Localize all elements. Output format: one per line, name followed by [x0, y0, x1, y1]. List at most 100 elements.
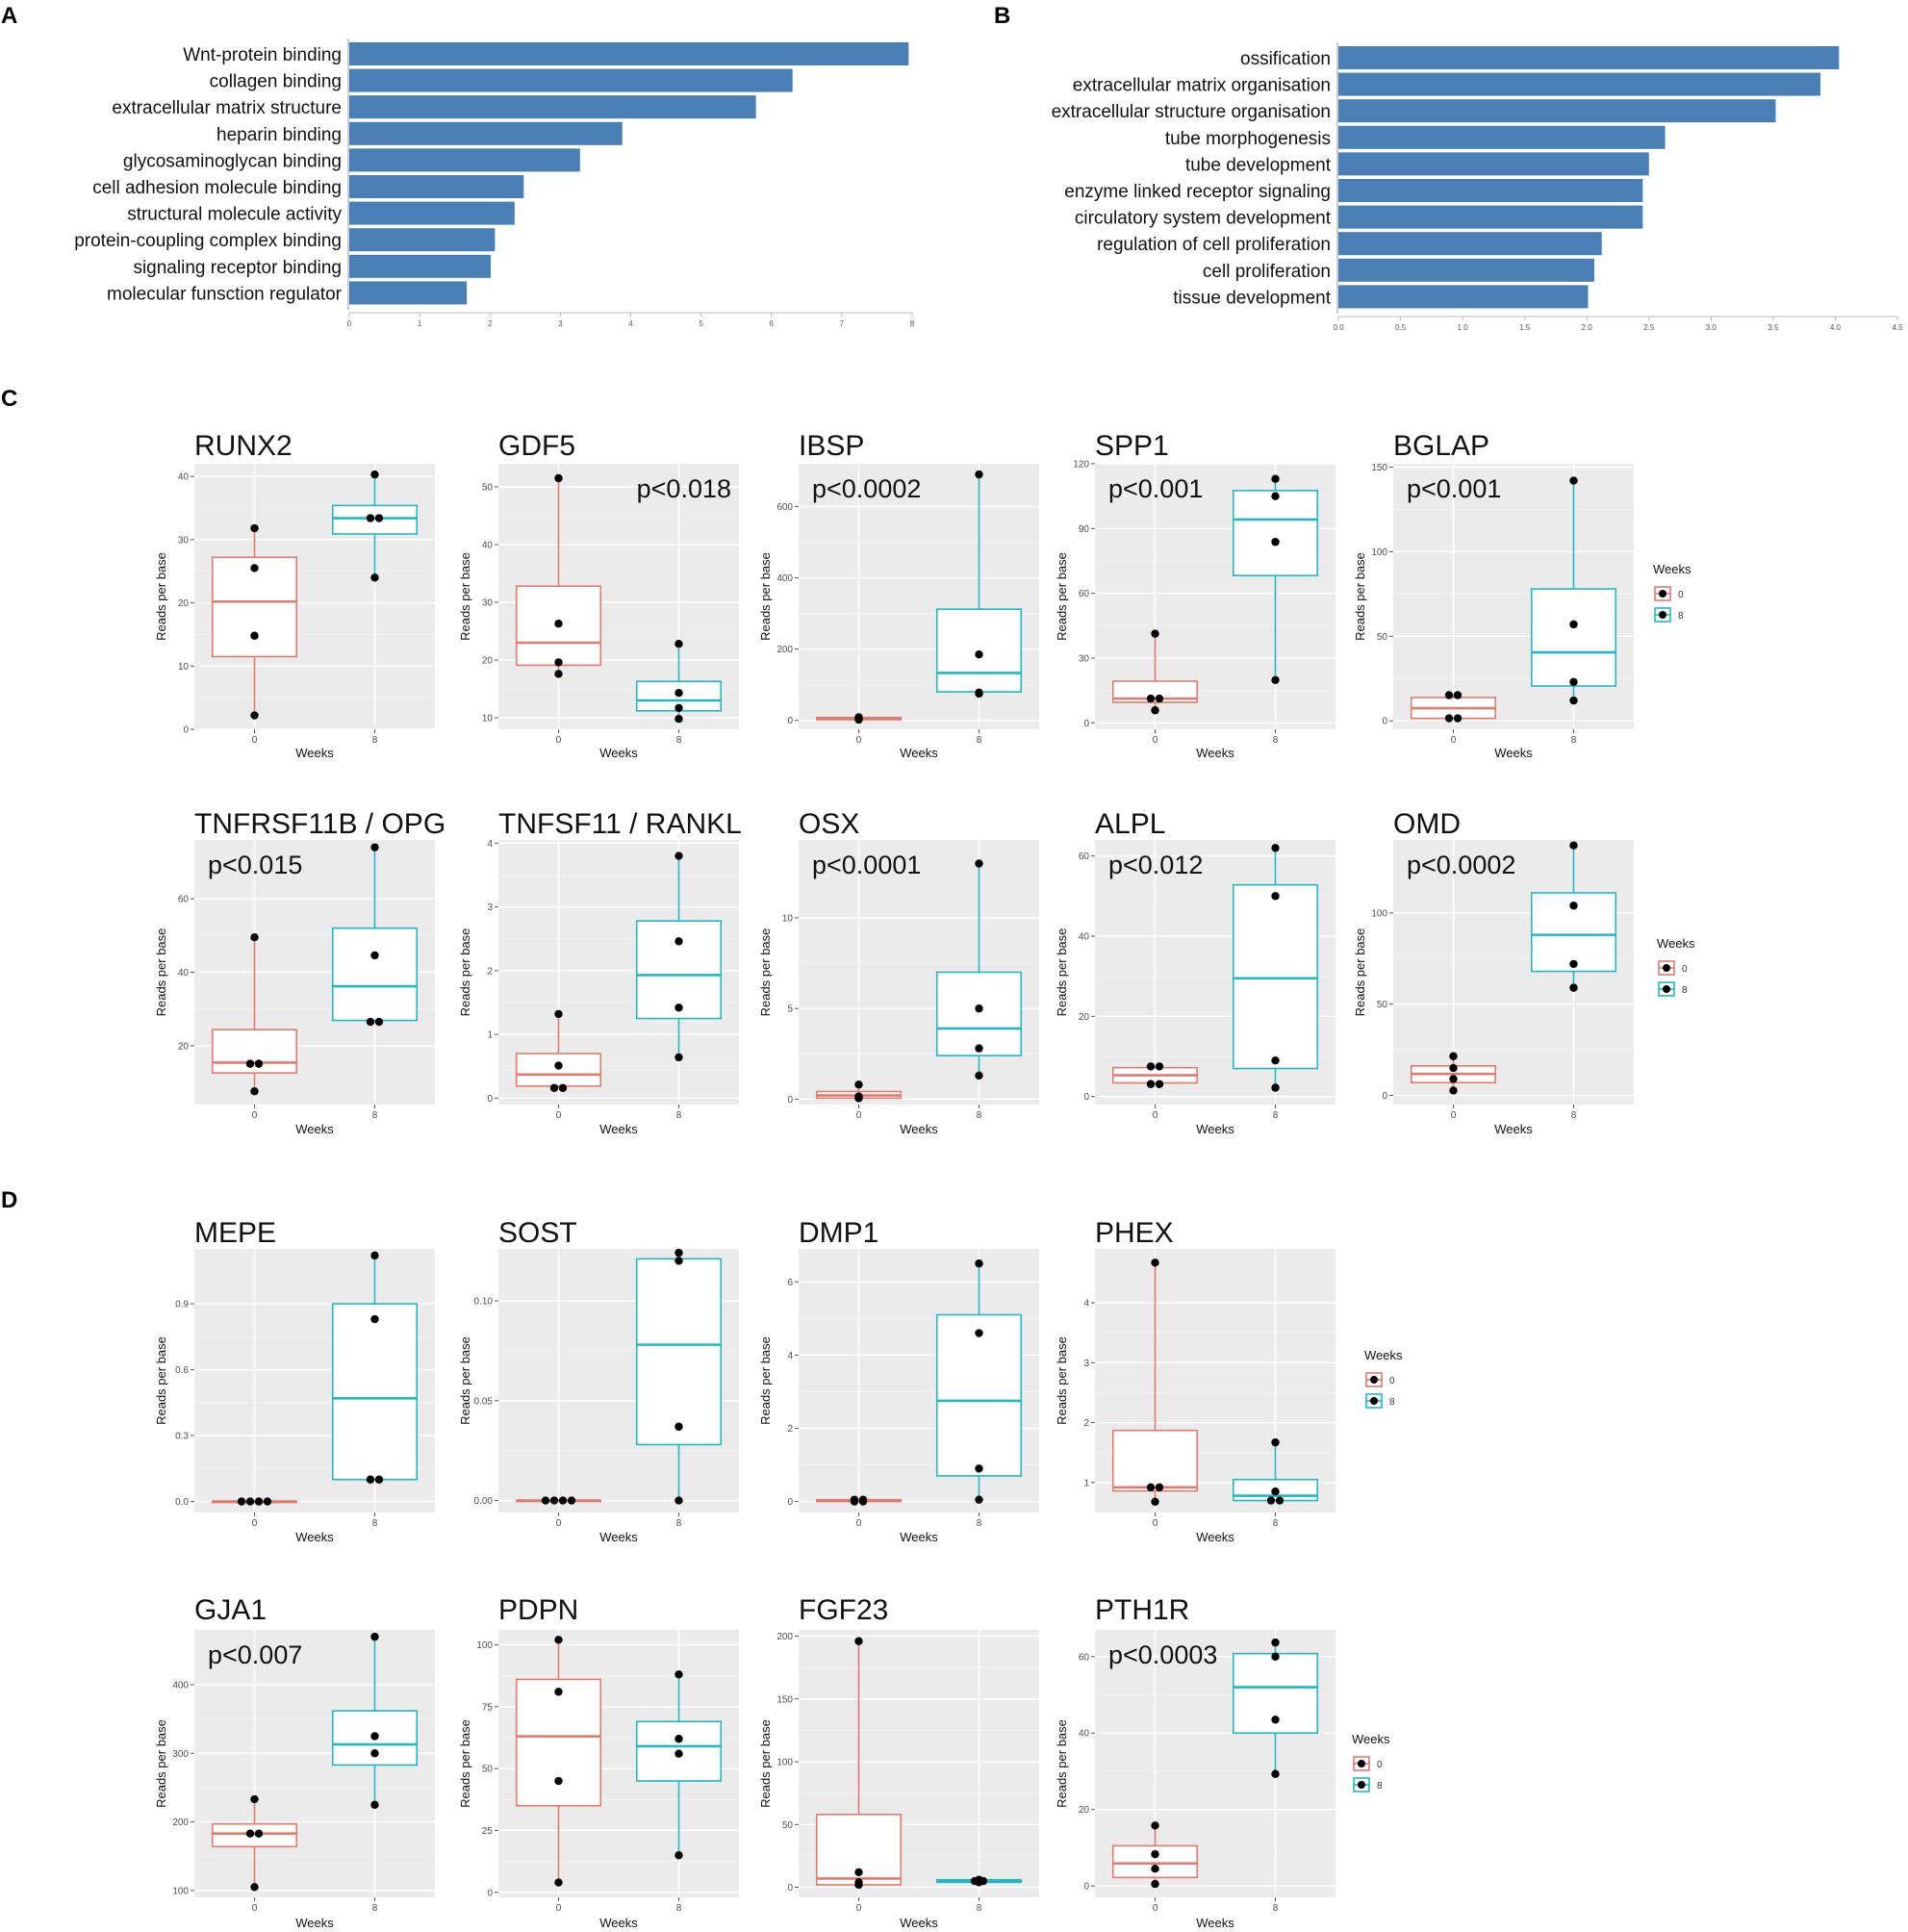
- y-axis-title: Reads per base: [1055, 928, 1069, 1017]
- box-iqr: [935, 971, 1023, 1056]
- x-tick-label: 0: [856, 1518, 862, 1529]
- data-point: [554, 1636, 563, 1644]
- x-tick-label: 8: [1273, 735, 1279, 746]
- data-point: [1271, 492, 1280, 500]
- data-point: [250, 933, 259, 942]
- x-axis-title: Weeks: [599, 1122, 638, 1136]
- data-point: [674, 852, 683, 860]
- legend-key-point: [1370, 1397, 1378, 1405]
- y-axis-title: Reads per base: [758, 1719, 773, 1808]
- gene-title: TNFRSF11B / OPG: [194, 808, 445, 840]
- go-bar: [349, 254, 491, 278]
- y-tick-label: 0: [1083, 1092, 1089, 1103]
- p-value-label: p<0.0002: [812, 474, 921, 503]
- y-tick-label: 1: [1083, 1478, 1089, 1488]
- data-point: [370, 1749, 379, 1758]
- data-point: [366, 514, 375, 522]
- y-axis-title: Reads per base: [1055, 552, 1069, 641]
- go-bar: [1338, 232, 1602, 256]
- gene-title: RUNX2: [194, 430, 293, 462]
- y-tick-label: 30: [1079, 653, 1090, 664]
- data-point: [1146, 1062, 1156, 1071]
- x-tick-label: 8: [676, 1110, 682, 1121]
- boxplot-osx: 0 5 10 0 8 Weeks Reads per base OSX p<0.0001: [758, 808, 1039, 1136]
- box-iqr: [331, 504, 419, 535]
- data-point: [1271, 474, 1280, 483]
- legend-entry-label: 8: [1682, 985, 1688, 996]
- y-axis-title: Reads per base: [154, 1336, 168, 1425]
- x-tick-label: 8: [977, 1110, 982, 1121]
- data-point: [1271, 1083, 1280, 1092]
- go-x-tick-label: 2.0: [1582, 323, 1593, 332]
- box-iqr: [1111, 1844, 1199, 1879]
- data-point: [1271, 1638, 1280, 1647]
- x-tick-label: 8: [977, 1903, 982, 1914]
- boxplot-phex: 1 2 3 4 0 8 Weeks Reads per base PHEX: [1055, 1217, 1336, 1544]
- y-axis-title: Reads per base: [1353, 928, 1367, 1017]
- data-point: [1271, 1716, 1280, 1724]
- data-point: [674, 689, 683, 698]
- y-tick-label: 60: [178, 895, 190, 905]
- y-tick-label: 100: [1371, 908, 1387, 919]
- y-tick-label: 0: [1083, 719, 1089, 729]
- go-bar: [349, 281, 468, 305]
- go-bar-label: tube development: [1185, 155, 1332, 175]
- chart-root: Wnt-protein binding collagen binding extra…: [74, 38, 1903, 1930]
- data-point: [1449, 1086, 1458, 1095]
- go-bar-label: structural molecule activity: [127, 205, 342, 225]
- data-point: [1569, 696, 1578, 705]
- y-tick-label: 0.05: [474, 1396, 494, 1407]
- data-point: [541, 1496, 550, 1505]
- data-point: [370, 1314, 379, 1324]
- box-iqr: [331, 1303, 419, 1481]
- go-bar-label: cell proliferation: [1203, 262, 1331, 282]
- legend-key-point: [1663, 964, 1670, 972]
- data-point: [1151, 1821, 1159, 1830]
- legend-title: Weeks: [1653, 562, 1692, 576]
- x-tick-label: 8: [676, 735, 682, 746]
- data-point: [370, 470, 379, 479]
- data-point: [1151, 629, 1159, 638]
- gene-title: SPP1: [1095, 430, 1169, 462]
- y-tick-label: 60: [1079, 852, 1090, 862]
- legend-entry-label: 0: [1377, 1760, 1383, 1770]
- data-point: [374, 1475, 384, 1484]
- y-axis-title: Reads per base: [758, 552, 773, 641]
- y-tick-label: 0: [787, 716, 793, 726]
- y-tick-label: 30: [178, 535, 190, 546]
- x-tick-label: 0: [556, 735, 562, 746]
- go-bar: [349, 228, 496, 252]
- data-point: [854, 1878, 863, 1887]
- data-point: [674, 1496, 683, 1505]
- y-tick-label: 0: [1382, 1091, 1387, 1102]
- data-point: [245, 1829, 255, 1838]
- y-axis-title: Reads per base: [154, 928, 168, 1017]
- y-tick-label: 2: [787, 1424, 793, 1435]
- go-bar: [1338, 72, 1820, 96]
- x-axis-title: Weeks: [295, 746, 334, 760]
- data-point: [370, 1632, 379, 1641]
- y-tick-label: 40: [482, 541, 494, 551]
- go-bar-label: heparin binding: [216, 125, 342, 145]
- x-tick-label: 0: [1451, 735, 1457, 746]
- y-tick-label: 0.9: [175, 1300, 189, 1310]
- p-value-label: p<0.001: [1108, 474, 1203, 503]
- panel-letter-a: A: [1, 3, 17, 29]
- y-tick-label: 0: [487, 1094, 493, 1105]
- data-point: [975, 1875, 983, 1884]
- data-point: [1271, 844, 1280, 852]
- y-tick-label: 2: [1083, 1418, 1089, 1429]
- x-axis-title: Weeks: [1494, 746, 1533, 760]
- gene-title: DMP1: [799, 1217, 878, 1249]
- data-point: [858, 1495, 868, 1504]
- data-point: [674, 937, 683, 946]
- x-tick-label: 0: [556, 1518, 562, 1529]
- x-axis-title: Weeks: [599, 746, 638, 760]
- y-axis-title: Reads per base: [758, 928, 773, 1017]
- x-axis-title: Weeks: [1196, 1530, 1234, 1544]
- panel-letter-c: C: [1, 386, 17, 412]
- x-tick-label: 8: [977, 1518, 982, 1529]
- y-tick-label: 200: [776, 645, 793, 655]
- data-point: [674, 640, 683, 648]
- box-iqr: [211, 1822, 298, 1848]
